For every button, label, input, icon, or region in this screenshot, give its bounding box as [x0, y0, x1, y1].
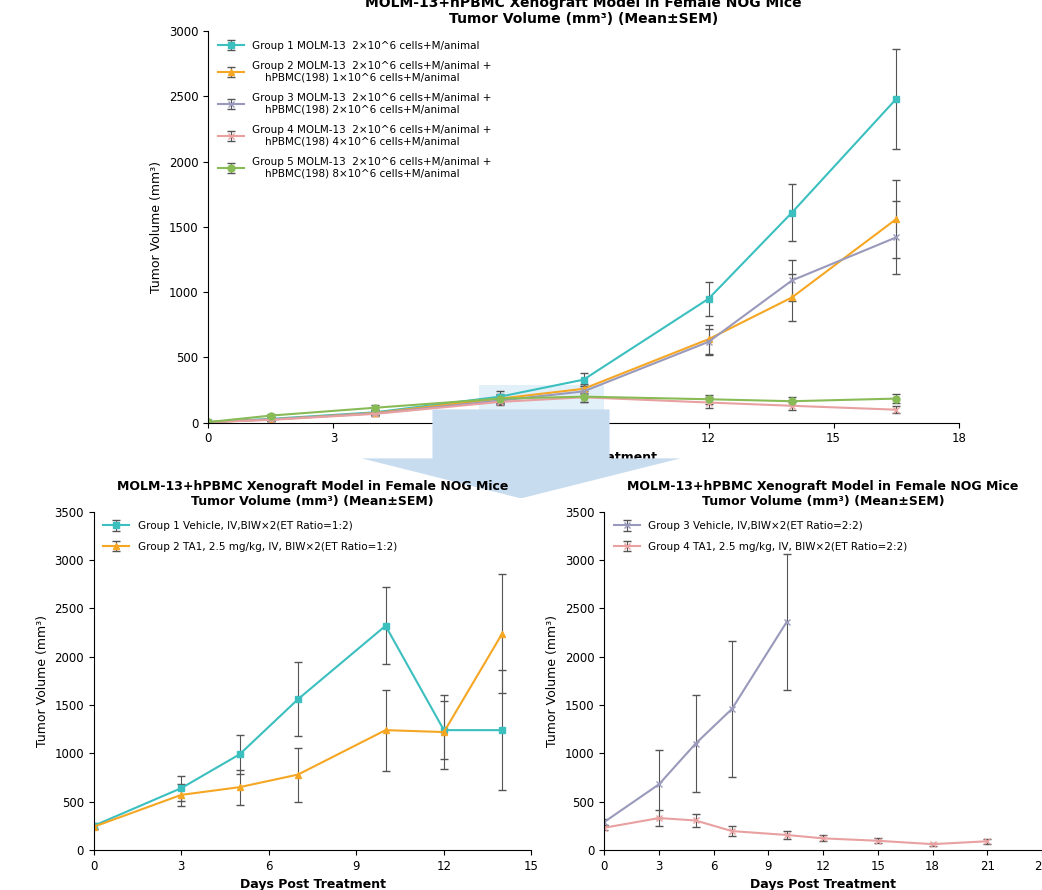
Y-axis label: Tumor Volume (mm³): Tumor Volume (mm³) — [546, 615, 560, 747]
Title: MOLM-13+hPBMC Xenograft Model in Female NOG Mice
Tumor Volume (mm³) (Mean±SEM): MOLM-13+hPBMC Xenograft Model in Female … — [627, 480, 1019, 508]
Y-axis label: Tumor Volume (mm³): Tumor Volume (mm³) — [35, 615, 49, 747]
Y-axis label: Tumor Volume (mm³): Tumor Volume (mm³) — [150, 161, 164, 293]
Legend: Group 1 Vehicle, IV,BIW×2(ET Ratio=1:2), Group 2 TA1, 2.5 mg/kg, IV, BIW×2(ET Ra: Group 1 Vehicle, IV,BIW×2(ET Ratio=1:2),… — [99, 517, 401, 555]
Legend: Group 3 Vehicle, IV,BIW×2(ET Ratio=2:2), Group 4 TA1, 2.5 mg/kg, IV, BIW×2(ET Ra: Group 3 Vehicle, IV,BIW×2(ET Ratio=2:2),… — [610, 517, 912, 555]
X-axis label: Days Post Treatment: Days Post Treatment — [750, 878, 896, 890]
Legend: Group 1 MOLM-13  2×10^6 cells+M/animal, Group 2 MOLM-13  2×10^6 cells+M/animal +: Group 1 MOLM-13 2×10^6 cells+M/animal, G… — [214, 36, 496, 182]
Bar — [479, 384, 604, 423]
X-axis label: Days Post Treatment: Days Post Treatment — [511, 451, 656, 464]
Polygon shape — [362, 409, 680, 498]
X-axis label: Days Post Treatment: Days Post Treatment — [240, 878, 386, 890]
Title: MOLM-13+hPBMC Xenograft Model in Female NOG Mice
Tumor Volume (mm³) (Mean±SEM): MOLM-13+hPBMC Xenograft Model in Female … — [117, 480, 508, 508]
Title: MOLM-13+hPBMC Xenograft Model in Female NOG Mice
Tumor Volume (mm³) (Mean±SEM): MOLM-13+hPBMC Xenograft Model in Female … — [365, 0, 802, 26]
